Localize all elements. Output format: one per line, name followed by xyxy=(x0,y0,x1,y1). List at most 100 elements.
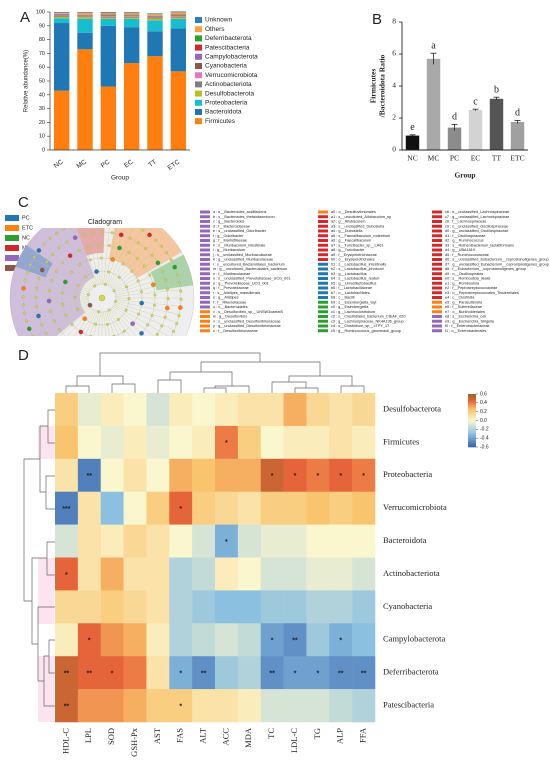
legend-swatch xyxy=(318,220,328,223)
clade-node xyxy=(100,363,103,366)
bar-segment xyxy=(77,12,93,15)
column-label: ACC xyxy=(220,728,230,746)
legend-label: s : g__Alistipes xyxy=(213,296,239,300)
clade-node xyxy=(47,354,50,357)
clade-node xyxy=(55,231,59,235)
legend-swatch xyxy=(200,329,210,333)
x-tick-label: TT xyxy=(492,154,502,163)
clade-node xyxy=(52,359,56,363)
bar-segment xyxy=(123,17,140,19)
legend-swatch xyxy=(432,315,442,318)
significance-mark: * xyxy=(362,473,365,480)
clade-node xyxy=(124,308,128,312)
clade-node xyxy=(84,275,88,278)
heatmap-cell xyxy=(283,491,307,525)
legend-swatch xyxy=(195,35,202,42)
bar-segment xyxy=(53,16,70,17)
clade-branch xyxy=(37,251,91,290)
legend-label: n : f__Muribaculaceae xyxy=(213,272,250,276)
bar xyxy=(426,58,441,150)
legend-label: a : s__Bacteroides_acidifaciens xyxy=(213,210,267,214)
clade-node xyxy=(151,282,156,288)
legend-swatch xyxy=(200,277,210,280)
x-axis-title: Group xyxy=(454,171,475,180)
legend-label: e3 : o__Peptostreptococcales_Tissierella… xyxy=(445,291,519,295)
heatmap-cell xyxy=(237,524,262,558)
heatmap-cell xyxy=(215,656,239,690)
heatmap-cell xyxy=(260,425,284,460)
legend-label: e5 : g__Parasutterella xyxy=(445,300,483,304)
clade-branch xyxy=(29,303,90,331)
heatmap-cell xyxy=(283,689,307,723)
heatmap-cell xyxy=(283,393,307,427)
colorbar-step xyxy=(468,420,476,423)
legend-label: e7 : o__Burkholderiales xyxy=(445,310,485,314)
heatmap-cell xyxy=(283,425,307,460)
legend-label: c6 : s__unclassified_Lachnospiraceae xyxy=(445,210,509,214)
panel-label: C xyxy=(18,194,29,211)
legend-swatch xyxy=(318,229,328,233)
clade-node xyxy=(107,270,110,274)
legend-swatch xyxy=(318,267,328,271)
panel-label: D xyxy=(18,347,29,364)
clade-node xyxy=(150,253,154,257)
heatmap-cell xyxy=(77,524,102,558)
colorbar-step xyxy=(468,413,476,416)
clade-node xyxy=(176,273,179,277)
cluster-band xyxy=(38,558,54,624)
legend-swatch xyxy=(318,210,328,214)
colorbar-step xyxy=(468,425,476,428)
colorbar-step xyxy=(468,403,476,405)
clade-node xyxy=(82,316,87,322)
clade-branch xyxy=(103,228,110,285)
heatmap-cell xyxy=(146,689,170,723)
heatmap-cell xyxy=(100,458,124,492)
clade-branch xyxy=(35,304,90,336)
clade-node xyxy=(128,357,131,360)
clade-node xyxy=(135,257,139,260)
colorbar-step xyxy=(468,436,476,439)
clade-node xyxy=(127,250,131,254)
clade-branch xyxy=(67,308,93,336)
colorbar-step xyxy=(468,435,476,437)
bar-segment xyxy=(147,13,163,15)
clade-branch xyxy=(114,258,171,292)
heatmap-cell xyxy=(260,491,284,525)
clade-branch xyxy=(114,265,175,293)
clade-node xyxy=(141,228,145,232)
heatmap-cell xyxy=(123,590,147,624)
heatmap-cell xyxy=(169,491,193,525)
clade-node xyxy=(143,346,147,350)
significance-mark: * xyxy=(339,638,342,645)
x-tick-label: EC xyxy=(123,158,135,169)
legend-label: y : g__unclassified_Desulfovibrionaceae xyxy=(213,324,281,328)
bar-segment xyxy=(100,12,117,15)
legend-swatch xyxy=(200,291,210,295)
clade-node xyxy=(45,260,49,264)
legend-label: a2 : g__Allobaculum xyxy=(331,220,365,224)
bar-segment xyxy=(53,12,70,13)
clade-node xyxy=(148,273,152,277)
bar-segment xyxy=(53,15,70,17)
clade-node xyxy=(78,263,82,267)
colorbar-step xyxy=(468,424,476,427)
legend-label: a6 : g__Faecalibaculum xyxy=(331,239,371,243)
heatmap-cell xyxy=(352,393,376,427)
clade-node xyxy=(50,279,54,282)
bar-segment xyxy=(77,16,93,18)
legend-label: t : f__Rikenellaceae xyxy=(213,300,246,304)
x-axis-title: Group xyxy=(111,175,129,182)
legend-label: b7 : o__Lactobacillales xyxy=(331,291,370,295)
heatmap-cell xyxy=(55,689,79,723)
heatmap-cell xyxy=(306,623,330,657)
clade-node xyxy=(97,243,101,247)
significance-letter: c xyxy=(473,96,478,107)
clade-node xyxy=(107,244,111,247)
bar-segment xyxy=(123,12,140,15)
bar-segment xyxy=(170,16,187,18)
legend-label: f1 : o__Enterobacterales xyxy=(445,329,486,333)
legend-label: c1 : g__Lachnoclostridium xyxy=(331,310,375,314)
clade-node xyxy=(136,241,140,245)
colorbar-step xyxy=(468,440,476,442)
legend-label: b0 : o__Erysipelotrichales xyxy=(331,258,375,262)
